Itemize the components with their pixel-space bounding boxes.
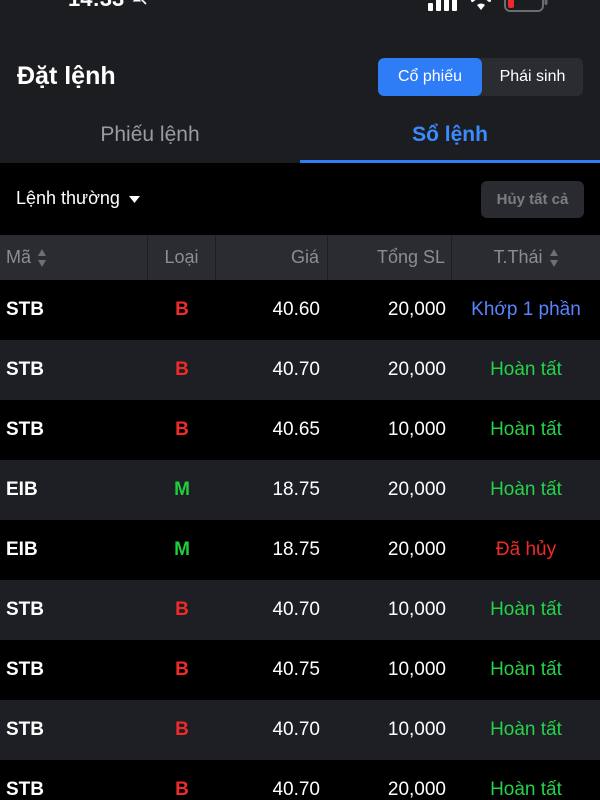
- order-type-label: Lệnh thường: [16, 188, 120, 208]
- table-row[interactable]: STB B 40.65 10,000 Hoàn tất: [0, 400, 600, 460]
- cell-ma: STB: [6, 599, 44, 620]
- top-area: 14:33: [0, 0, 600, 163]
- cell-gia: 40.70: [272, 359, 320, 380]
- cell-gia: 40.70: [272, 779, 320, 800]
- column-header-tong-sl-label: Tổng SL: [376, 247, 445, 267]
- cell-tong-sl: 10,000: [387, 659, 446, 680]
- cell-tong-sl: 20,000: [387, 299, 446, 320]
- column-header-gia: Giá: [216, 235, 328, 280]
- column-header-trang-thai[interactable]: T.Thái: [452, 235, 600, 280]
- table-row[interactable]: STB B 40.70 20,000 Hoàn tất: [0, 760, 600, 800]
- order-type-dropdown[interactable]: Lệnh thường: [16, 188, 140, 209]
- cell-loai: B: [175, 359, 189, 380]
- bell-slash-icon: [130, 0, 148, 12]
- status-time: 14:33: [68, 0, 124, 12]
- cell-loai: M: [174, 539, 190, 560]
- cell-ma: STB: [6, 719, 44, 740]
- cell-ma: EIB: [6, 479, 38, 500]
- cell-trang-thai: Hoàn tất: [490, 419, 562, 440]
- status-time-group: 14:33: [68, 0, 148, 12]
- caret-down-icon: [128, 188, 140, 209]
- cell-ma: STB: [6, 659, 44, 680]
- cell-ma: EIB: [6, 539, 38, 560]
- table-header: Mã Loại Giá Tổng SL T.Thái: [0, 235, 600, 280]
- status-icons: [428, 0, 548, 17]
- segment-derivative-button[interactable]: Phái sinh: [499, 68, 566, 85]
- cell-loai: B: [175, 659, 189, 680]
- tab-order-ticket[interactable]: Phiếu lệnh: [100, 123, 200, 146]
- table-row[interactable]: STB B 40.70 10,000 Hoàn tất: [0, 700, 600, 760]
- cell-ma: STB: [6, 359, 44, 380]
- cell-loai: M: [174, 479, 190, 500]
- battery-low-icon: [504, 0, 548, 17]
- cell-trang-thai: Hoàn tất: [490, 599, 562, 620]
- wifi-icon: [468, 0, 494, 16]
- page-title: Đặt lệnh: [17, 62, 116, 90]
- cell-gia: 18.75: [272, 479, 320, 500]
- table-row[interactable]: STB B 40.70 20,000 Hoàn tất: [0, 340, 600, 400]
- cell-tong-sl: 20,000: [387, 779, 446, 800]
- sort-icon: [549, 248, 559, 268]
- tab-bar: Phiếu lệnh Sổ lệnh: [0, 110, 600, 163]
- cell-ma: STB: [6, 419, 44, 440]
- cell-tong-sl: 20,000: [387, 359, 446, 380]
- cell-loai: B: [175, 299, 189, 320]
- filter-row: Lệnh thường Hủy tất cả: [0, 163, 600, 235]
- column-header-trang-thai-label: T.Thái: [493, 247, 543, 267]
- sort-icon: [37, 248, 47, 268]
- segment-stock-button[interactable]: Cổ phiếu: [378, 58, 482, 96]
- cell-trang-thai: Khớp 1 phần: [471, 299, 581, 320]
- cell-trang-thai: Hoàn tất: [490, 779, 562, 800]
- cell-trang-thai: Đã hủy: [495, 539, 557, 560]
- cell-gia: 40.75: [272, 659, 320, 680]
- cell-gia: 40.70: [272, 599, 320, 620]
- table-row[interactable]: STB B 40.60 20,000 Khớp 1 phần: [0, 280, 600, 340]
- market-segment-control: Cổ phiếu Phái sinh: [378, 58, 583, 96]
- cell-tong-sl: 10,000: [387, 419, 446, 440]
- cell-gia: 40.65: [272, 419, 320, 440]
- column-header-ma[interactable]: Mã: [0, 235, 148, 280]
- table-row[interactable]: STB B 40.75 10,000 Hoàn tất: [0, 640, 600, 700]
- cell-ma: STB: [6, 779, 44, 800]
- cellular-signal-icon: [428, 0, 458, 16]
- active-tab-indicator: [300, 160, 600, 163]
- cell-tong-sl: 20,000: [387, 539, 446, 560]
- table-row[interactable]: EIB M 18.75 20,000 Hoàn tất: [0, 460, 600, 520]
- cell-loai: B: [175, 599, 189, 620]
- cell-trang-thai: Hoàn tất: [490, 479, 562, 500]
- column-header-loai-label: Loại: [164, 247, 199, 267]
- column-header-tong-sl: Tổng SL: [328, 235, 452, 280]
- cell-tong-sl: 10,000: [387, 599, 446, 620]
- column-header-loai: Loại: [148, 235, 216, 280]
- cell-trang-thai: Hoàn tất: [490, 359, 562, 380]
- tab-order-book[interactable]: Sổ lệnh: [412, 123, 488, 146]
- cell-loai: B: [175, 719, 189, 740]
- cell-loai: B: [175, 419, 189, 440]
- cancel-all-button[interactable]: Hủy tất cả: [481, 181, 584, 218]
- cell-tong-sl: 10,000: [387, 719, 446, 740]
- cell-trang-thai: Hoàn tất: [490, 719, 562, 740]
- cell-gia: 18.75: [272, 539, 320, 560]
- table-row[interactable]: STB B 40.70 10,000 Hoàn tất: [0, 580, 600, 640]
- order-list: STB B 40.60 20,000 Khớp 1 phần STB B 40.…: [0, 280, 600, 800]
- cell-tong-sl: 20,000: [387, 479, 446, 500]
- status-bar: 14:33: [0, 0, 600, 18]
- cell-ma: STB: [6, 299, 44, 320]
- cell-loai: B: [175, 779, 189, 800]
- table-row[interactable]: EIB M 18.75 20,000 Đã hủy: [0, 520, 600, 580]
- cell-trang-thai: Hoàn tất: [490, 659, 562, 680]
- column-header-ma-label: Mã: [6, 247, 32, 267]
- cell-gia: 40.60: [272, 299, 320, 320]
- cell-gia: 40.70: [272, 719, 320, 740]
- column-header-gia-label: Giá: [290, 247, 319, 267]
